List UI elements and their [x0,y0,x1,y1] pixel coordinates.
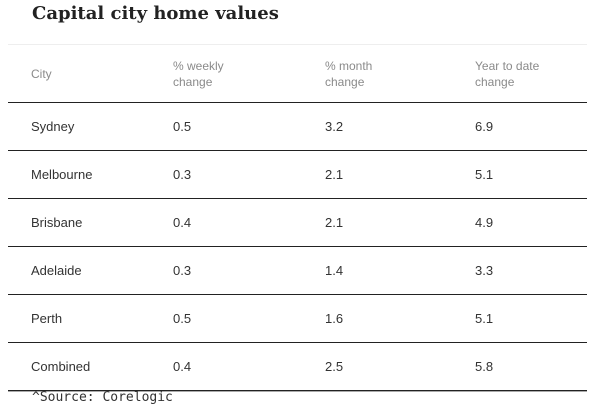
cell-weekly-change: 0.5 [173,311,192,326]
cell-city: Brisbane [31,215,83,230]
column-header-city: City [31,67,52,81]
column-header-month-change: % month change [325,59,373,89]
cell-month-change: 2.1 [325,215,344,230]
cell-city: Melbourne [31,167,93,182]
cell-ytd-change: 5.8 [475,359,494,374]
cell-ytd-change: 5.1 [475,311,494,326]
table-top-rule [8,44,587,45]
cell-ytd-change: 5.1 [475,167,494,182]
table-row-melbourne: Melbourne 0.3 2.1 5.1 [8,151,587,199]
source-note: ^Source: Corelogic [32,390,173,405]
cell-month-change: 1.6 [325,311,344,326]
cell-month-change: 3.2 [325,119,344,134]
home-values-table: City % weekly change % month change Year… [8,44,587,391]
column-header-weekly-change: % weekly change [173,59,224,89]
cell-weekly-change: 0.4 [173,359,192,374]
table-row-perth: Perth 0.5 1.6 5.1 [8,295,587,343]
table-row-sydney: Sydney 0.5 3.2 6.9 [8,103,587,151]
cell-weekly-change: 0.4 [173,215,192,230]
cell-weekly-change: 0.5 [173,119,192,134]
column-header-ytd-change: Year to date change [475,59,540,89]
table-row-brisbane: Brisbane 0.4 2.1 4.9 [8,199,587,247]
table-header-row: City % weekly change % month change Year… [8,45,587,103]
cell-weekly-change: 0.3 [173,167,192,182]
cell-ytd-change: 6.9 [475,119,494,134]
cell-month-change: 1.4 [325,263,344,278]
cell-month-change: 2.5 [325,359,344,374]
cell-city: Sydney [31,119,75,134]
cell-ytd-change: 3.3 [475,263,494,278]
cell-city: Combined [31,359,91,374]
cell-weekly-change: 0.3 [173,263,192,278]
cell-ytd-change: 4.9 [475,215,494,230]
table-row-combined: Combined 0.4 2.5 5.8 [8,343,587,391]
cell-city: Adelaide [31,263,82,278]
table-row-adelaide: Adelaide 0.3 1.4 3.3 [8,247,587,295]
cell-month-change: 2.1 [325,167,344,182]
cell-city: Perth [31,311,63,326]
table-title: Capital city home values [32,3,279,24]
